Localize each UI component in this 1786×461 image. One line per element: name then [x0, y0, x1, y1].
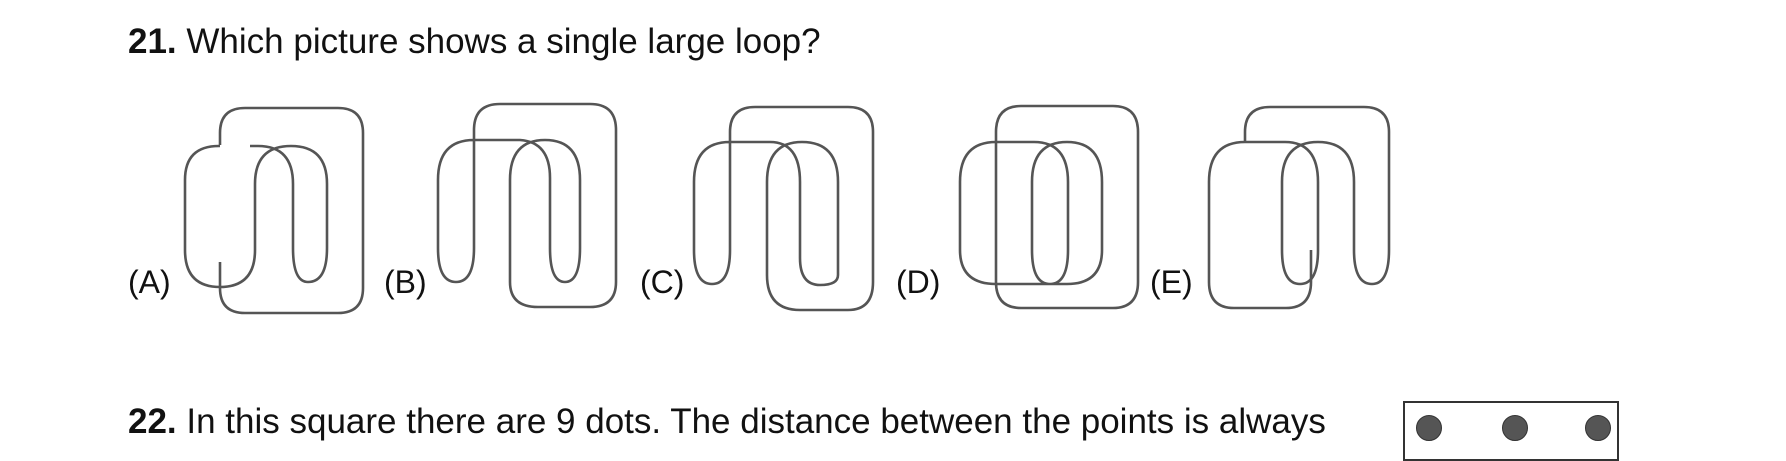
loop-figure-d[interactable] [958, 104, 1140, 310]
question-22-text: In this square there are 9 dots. The dis… [186, 402, 1326, 441]
choice-e-label[interactable]: (E) [1150, 264, 1193, 300]
question-22-number: 22. [128, 402, 177, 441]
loop-figures [183, 102, 1391, 315]
dot-3 [1585, 415, 1611, 441]
question-21: 21. Which picture shows a single large l… [128, 22, 821, 62]
dot-2 [1502, 415, 1528, 441]
loop-figure-e[interactable] [1207, 105, 1391, 310]
choice-b-label[interactable]: (B) [384, 264, 427, 300]
choice-a-label[interactable]: (A) [128, 264, 171, 300]
choice-c-label[interactable]: (C) [640, 264, 685, 300]
loop-figure-c[interactable] [692, 105, 875, 312]
question-22: 22. In this square there are 9 dots. The… [128, 402, 1326, 442]
question-21-number: 21. [128, 22, 177, 61]
question-21-text: Which picture shows a single large loop? [186, 22, 821, 61]
loop-figure-b[interactable] [436, 102, 618, 309]
dot-square [1403, 401, 1619, 461]
loop-figure-a[interactable] [183, 106, 365, 315]
dot-1 [1416, 415, 1442, 441]
choice-d-label[interactable]: (D) [896, 264, 941, 300]
